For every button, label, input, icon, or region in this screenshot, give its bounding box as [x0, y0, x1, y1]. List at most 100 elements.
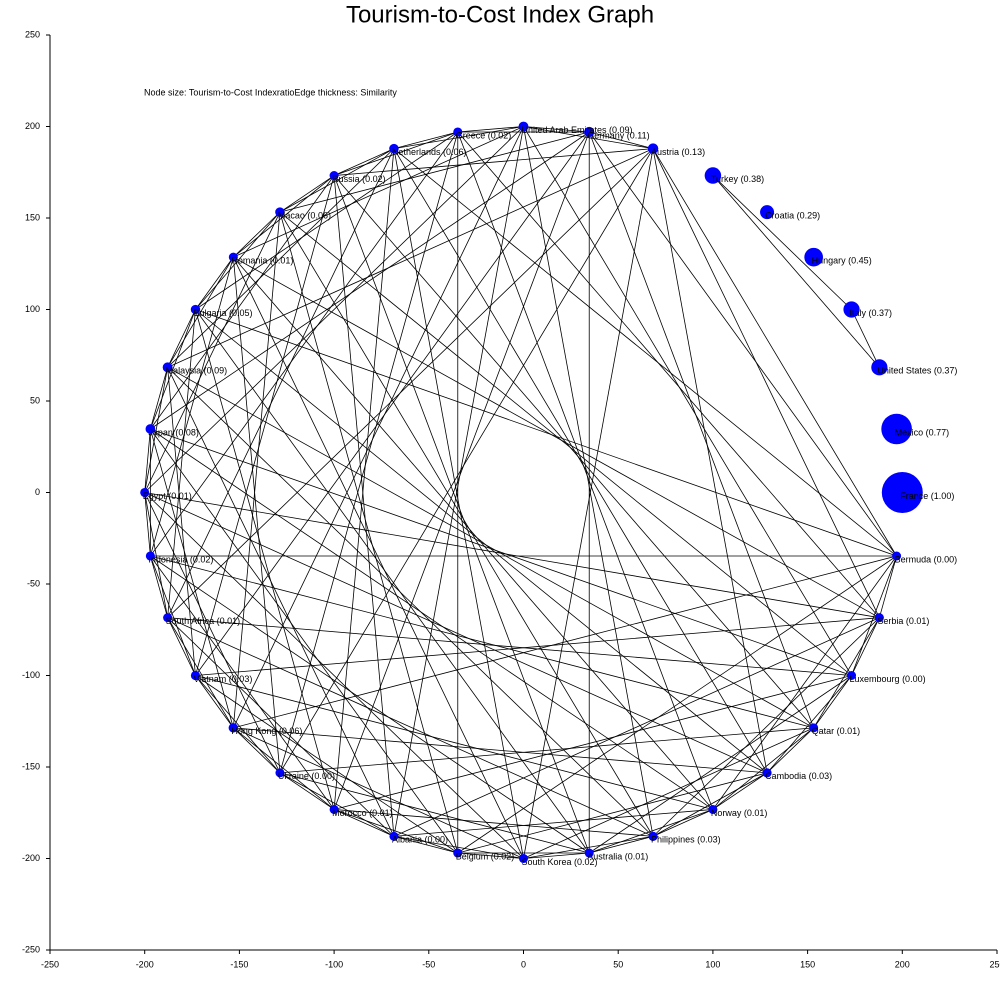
edge: [167, 367, 654, 837]
edge: [167, 309, 196, 618]
node-label: Philippines (0.03): [651, 835, 721, 845]
edge: [150, 131, 459, 557]
node-label: Croatia (0.29): [765, 211, 820, 221]
edge: [279, 131, 590, 213]
edge: [150, 555, 196, 676]
edge: [393, 835, 458, 854]
edge: [393, 131, 458, 150]
x-tick-label: -150: [230, 959, 248, 969]
node-label: Japan (0.08): [148, 427, 199, 437]
edge: [279, 772, 395, 837]
node: [647, 143, 659, 154]
node: [453, 848, 463, 858]
node: [162, 362, 173, 373]
edge: [167, 617, 852, 676]
node-label: Cambodia (0.03): [765, 771, 832, 781]
edge: [523, 126, 852, 676]
edge: [589, 835, 654, 854]
edge: [588, 675, 852, 854]
edge: [523, 852, 590, 859]
node: [145, 551, 155, 561]
node: [190, 304, 201, 315]
edge: [652, 617, 880, 837]
edge: [233, 727, 335, 810]
edge: [523, 148, 654, 859]
edge: [393, 148, 768, 774]
edge: [150, 555, 590, 854]
node-label: Netherlands (0.06): [392, 147, 467, 157]
edge: [279, 772, 335, 810]
node-label: Mexico (0.77): [895, 427, 950, 437]
edge: [195, 675, 459, 854]
node-label: Albania (0.00): [392, 835, 448, 845]
edge: [851, 309, 880, 368]
node-label: United States (0.37): [877, 366, 957, 376]
edge: [195, 211, 281, 310]
edge: [167, 617, 196, 676]
node: [518, 121, 529, 132]
edge: [457, 131, 880, 618]
edge: [523, 835, 654, 859]
node: [329, 170, 339, 181]
edge: [233, 727, 768, 774]
edge: [457, 555, 897, 854]
edge: [333, 175, 590, 854]
edge: [851, 617, 880, 676]
edge: [233, 126, 524, 258]
edge: [233, 256, 714, 810]
node-label: Turkey (0.38): [711, 174, 764, 184]
edge: [878, 555, 898, 618]
y-tick-label: 100: [25, 304, 40, 314]
edge: [393, 148, 897, 557]
node: [760, 205, 775, 220]
edge: [195, 617, 880, 676]
edge: [393, 809, 713, 837]
y-tick-label: 150: [25, 212, 40, 222]
edge: [144, 367, 169, 493]
node-label: Greece (0.02): [456, 130, 512, 140]
node: [871, 359, 888, 376]
y-tick-label: -50: [27, 578, 40, 588]
edge: [144, 428, 151, 493]
y-tick-label: -250: [22, 944, 40, 954]
edge: [333, 148, 395, 176]
edge: [195, 675, 714, 810]
edge: [588, 131, 815, 728]
node-label: South Africa (0.01): [166, 616, 241, 626]
edge: [766, 727, 814, 774]
y-tick-label: 50: [30, 395, 40, 405]
edge: [150, 309, 196, 430]
edge: [712, 727, 814, 810]
node-label: Bulgaria (0.05): [193, 308, 252, 318]
edge: [167, 617, 395, 837]
edge: [195, 131, 590, 676]
x-tick-label: 200: [895, 959, 910, 969]
annotation: Node size: Tourism-to-Cost IndexratioEdg…: [144, 87, 397, 97]
node: [228, 252, 238, 262]
edge: [150, 555, 335, 810]
edge: [457, 852, 524, 859]
edge: [523, 126, 654, 150]
edge: [334, 809, 654, 837]
edge: [232, 257, 281, 773]
edge: [167, 367, 196, 676]
edge: [233, 256, 880, 619]
edge: [393, 126, 524, 150]
edge: [144, 492, 768, 774]
node: [762, 768, 772, 778]
node: [453, 127, 463, 137]
edge: [195, 309, 768, 774]
edge: [150, 175, 335, 430]
node: [874, 613, 884, 623]
node: [881, 472, 923, 513]
x-tick-label: 150: [800, 959, 815, 969]
edge: [144, 492, 281, 774]
node: [881, 413, 912, 445]
edge: [851, 555, 897, 676]
node-label: Macao (0.06): [278, 211, 331, 221]
x-tick-label: 50: [613, 959, 623, 969]
node-label: Russia (0.02): [332, 174, 386, 184]
node-label: Australia (0.01): [587, 851, 648, 861]
edge: [167, 367, 395, 837]
node: [584, 126, 595, 138]
